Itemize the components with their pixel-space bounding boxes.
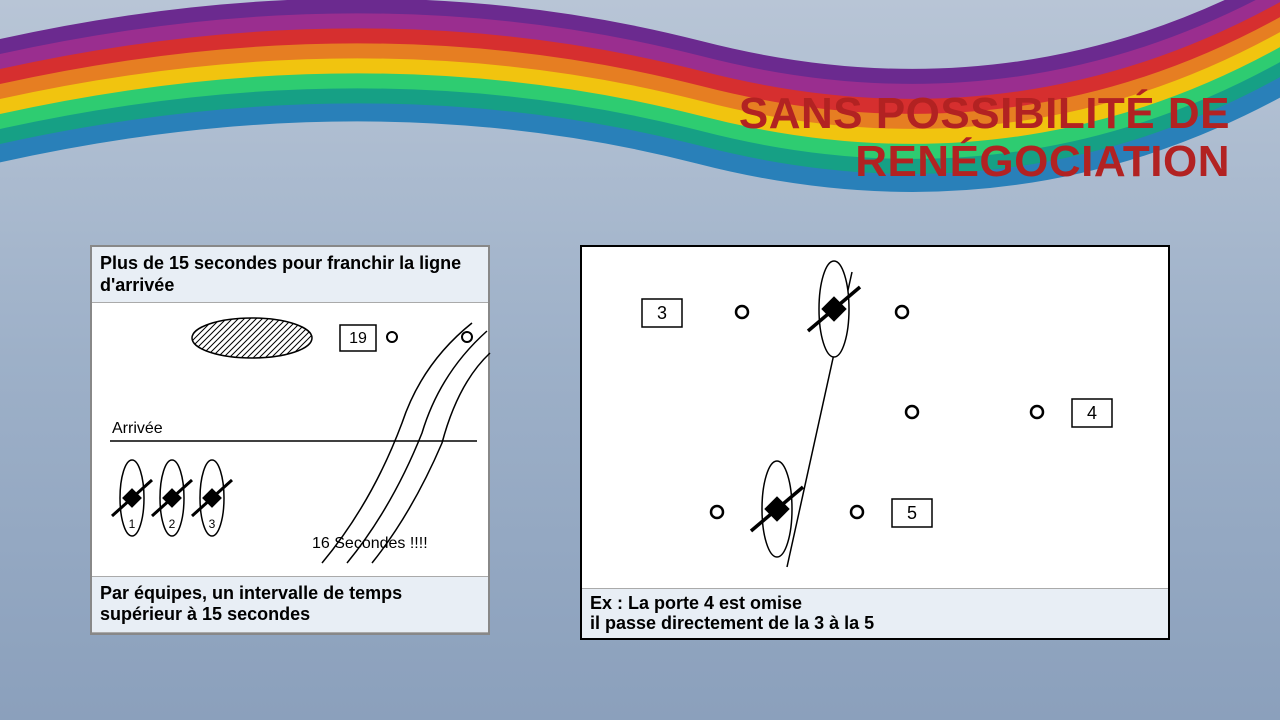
right-caption: Ex : La porte 4 est omise il passe direc… (582, 588, 1168, 638)
arrivee-label: Arrivée (112, 420, 163, 437)
svg-text:3: 3 (657, 303, 667, 323)
svg-text:4: 4 (1087, 403, 1097, 423)
kayak-icon (808, 261, 860, 357)
kayak-icon (751, 461, 803, 557)
time-label: 16 Secondes !!!! (312, 535, 428, 552)
left-caption-bottom: Par équipes, un intervalle de temps supé… (92, 576, 488, 633)
left-panel: Plus de 15 secondes pour franchir la lig… (90, 245, 490, 635)
svg-text:5: 5 (907, 503, 917, 523)
svg-text:1: 1 (129, 517, 136, 531)
right-panel: 3 4 5 Ex : La porte 4 est omise il passe… (580, 245, 1170, 640)
page-title: SANS POSSIBILITÉ DE RENÉGOCIATION (530, 90, 1230, 187)
right-diagram: 3 4 5 (582, 247, 1168, 587)
left-caption-top: Plus de 15 secondes pour franchir la lig… (92, 247, 488, 303)
kayak-group: 1 2 3 (112, 460, 232, 536)
svg-text:2: 2 (169, 517, 176, 531)
left-diagram: 19 Arrivée 16 Secondes !!!! (92, 303, 492, 575)
gate-19-label: 19 (349, 330, 367, 347)
svg-text:3: 3 (209, 517, 216, 531)
